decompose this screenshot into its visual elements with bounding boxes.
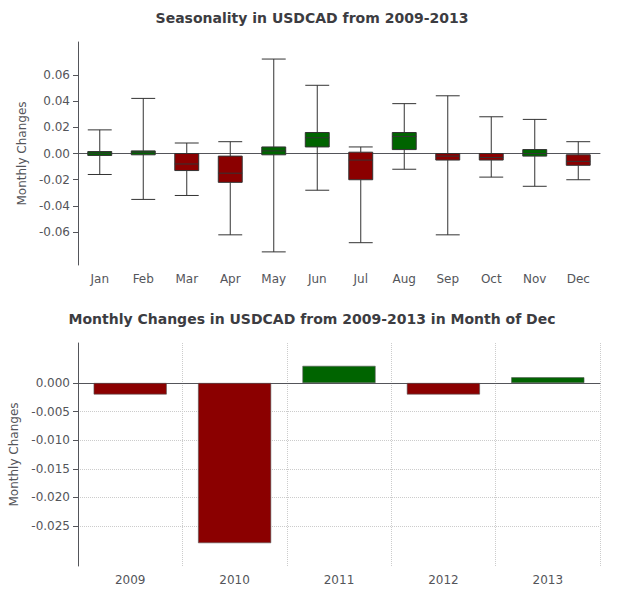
svg-text:Seasonality in USDCAD from 200: Seasonality in USDCAD from 2009-2013 — [156, 10, 469, 26]
svg-text:0.04: 0.04 — [43, 94, 70, 108]
svg-text:-0.02: -0.02 — [39, 173, 70, 187]
svg-text:May: May — [261, 272, 286, 286]
svg-text:-0.06: -0.06 — [39, 225, 70, 239]
svg-text:Apr: Apr — [220, 272, 241, 286]
svg-text:2011: 2011 — [324, 573, 355, 587]
svg-text:-0.005: -0.005 — [31, 405, 70, 419]
svg-text:Nov: Nov — [523, 272, 546, 286]
svg-text:Dec: Dec — [567, 272, 590, 286]
svg-text:2010: 2010 — [219, 573, 250, 587]
svg-text:Mar: Mar — [175, 272, 198, 286]
svg-text:Aug: Aug — [393, 272, 416, 286]
svg-text:2013: 2013 — [533, 573, 564, 587]
svg-text:Monthly Changes: Monthly Changes — [7, 402, 21, 506]
svg-text:Monthly Changes in USDCAD from: Monthly Changes in USDCAD from 2009-2013… — [68, 311, 555, 327]
svg-text:Sep: Sep — [436, 272, 459, 286]
svg-text:Jan: Jan — [90, 272, 110, 286]
svg-text:2009: 2009 — [115, 573, 146, 587]
svg-text:2012: 2012 — [428, 573, 459, 587]
svg-text:0.000: 0.000 — [36, 376, 70, 390]
svg-text:Jun: Jun — [307, 272, 327, 286]
svg-text:Feb: Feb — [133, 272, 154, 286]
svg-text:Oct: Oct — [481, 272, 502, 286]
svg-text:-0.015: -0.015 — [31, 462, 70, 476]
svg-text:Monthly Changes: Monthly Changes — [15, 101, 29, 205]
svg-text:0.06: 0.06 — [43, 68, 70, 82]
svg-text:-0.025: -0.025 — [31, 519, 70, 533]
svg-text:-0.020: -0.020 — [31, 490, 70, 504]
svg-text:0.00: 0.00 — [43, 147, 70, 161]
svg-text:Jul: Jul — [353, 272, 368, 286]
svg-text:-0.04: -0.04 — [39, 199, 70, 213]
svg-text:0.02: 0.02 — [43, 120, 70, 134]
svg-text:-0.010: -0.010 — [31, 433, 70, 447]
